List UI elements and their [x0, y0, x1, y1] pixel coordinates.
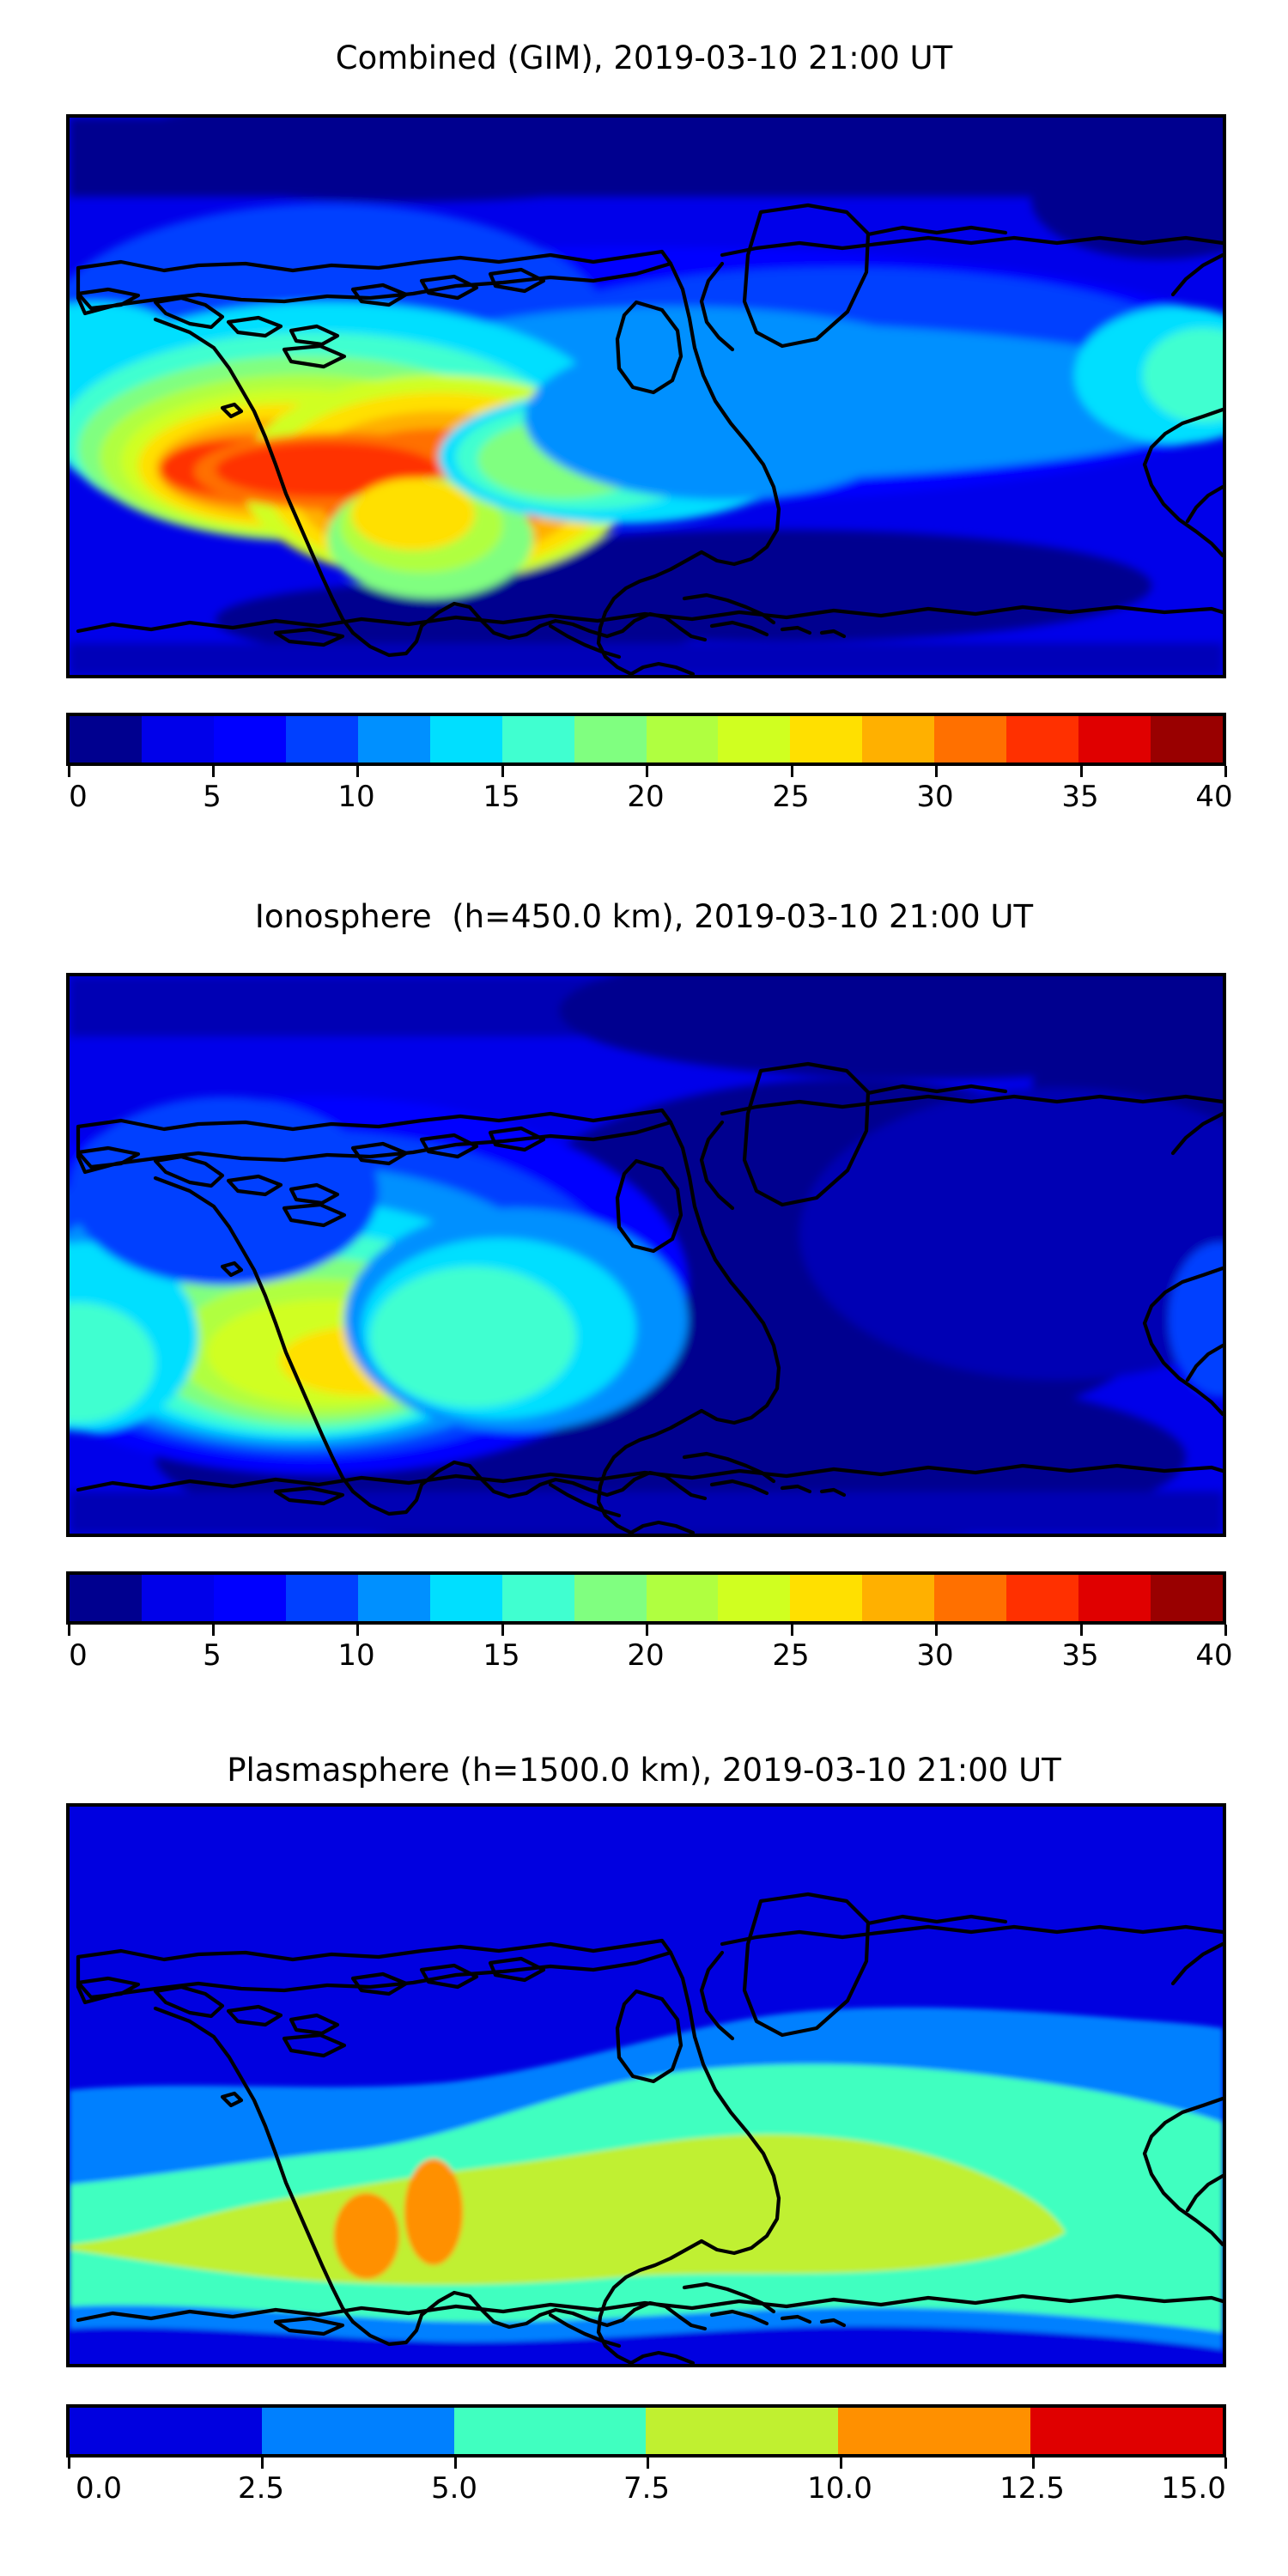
map-axes-ionosphere — [66, 973, 1226, 1537]
cbar1-ticklabel-3: 15 — [483, 780, 520, 814]
colorbar-ticks-combined-gim: 0 5 10 15 20 25 30 35 40 — [66, 766, 1233, 817]
cbar3-ticklabel-2: 5.0 — [430, 2471, 478, 2506]
panel-title-combined-gim: Combined (GIM), 2019-03-10 21:00 UT — [335, 39, 953, 76]
cbar2-ticklabel-5: 25 — [772, 1638, 810, 1673]
map-axes-combined-gim — [66, 114, 1226, 678]
map-canvas-plasmasphere — [70, 1807, 1223, 2364]
cbar1-ticklabel-0: 0 — [69, 780, 88, 814]
cbar3-ticklabel-1: 2.5 — [237, 2471, 285, 2506]
cbar3-ticklabel-3: 7.5 — [623, 2471, 671, 2506]
cbar2-ticklabel-4: 20 — [627, 1638, 665, 1673]
cbar2-ticklabel-3: 15 — [483, 1638, 520, 1673]
cbar2-ticklabel-1: 5 — [203, 1638, 222, 1673]
cbar2-ticklabel-7: 35 — [1061, 1638, 1099, 1673]
panel-title-ionosphere: Ionosphere (h=450.0 km), 2019-03-10 21:0… — [254, 898, 1034, 935]
panel-title-plasmasphere: Plasmasphere (h=1500.0 km), 2019-03-10 2… — [227, 1752, 1061, 1789]
cbar1-ticklabel-6: 30 — [916, 780, 954, 814]
cbar2-ticklabel-6: 30 — [916, 1638, 954, 1673]
cbar1-ticklabel-7: 35 — [1061, 780, 1099, 814]
cbar1-ticklabel-4: 20 — [627, 780, 665, 814]
map-canvas-ionosphere — [70, 976, 1223, 1534]
cbar2-ticklabel-8: 40 — [1195, 1638, 1233, 1673]
cbar1-ticklabel-1: 5 — [203, 780, 222, 814]
map-canvas-combined-gim — [70, 118, 1223, 675]
cbar3-ticklabel-0: 0.0 — [75, 2471, 123, 2506]
cbar1-ticklabel-5: 25 — [772, 780, 810, 814]
cbar2-ticklabel-0: 0 — [69, 1638, 88, 1673]
map-axes-plasmasphere — [66, 1803, 1226, 2367]
colorbar-plasmasphere — [66, 2404, 1226, 2458]
cbar3-ticklabel-4: 10.0 — [807, 2471, 872, 2506]
cbar2-ticklabel-2: 10 — [337, 1638, 375, 1673]
colorbar-combined-gim — [66, 713, 1226, 766]
cbar3-ticklabel-6: 15.0 — [1161, 2471, 1226, 2506]
cbar1-ticklabel-8: 40 — [1195, 780, 1233, 814]
colorbar-ticks-ionosphere: 0 5 10 15 20 25 30 35 40 — [66, 1625, 1233, 1676]
cbar1-ticklabel-2: 10 — [337, 780, 375, 814]
colorbar-ionosphere — [66, 1571, 1226, 1625]
cbar3-ticklabel-5: 12.5 — [999, 2471, 1065, 2506]
colorbar-ticks-plasmasphere: 0.0 2.5 5.0 7.5 10.0 12.5 15.0 — [66, 2458, 1227, 2509]
